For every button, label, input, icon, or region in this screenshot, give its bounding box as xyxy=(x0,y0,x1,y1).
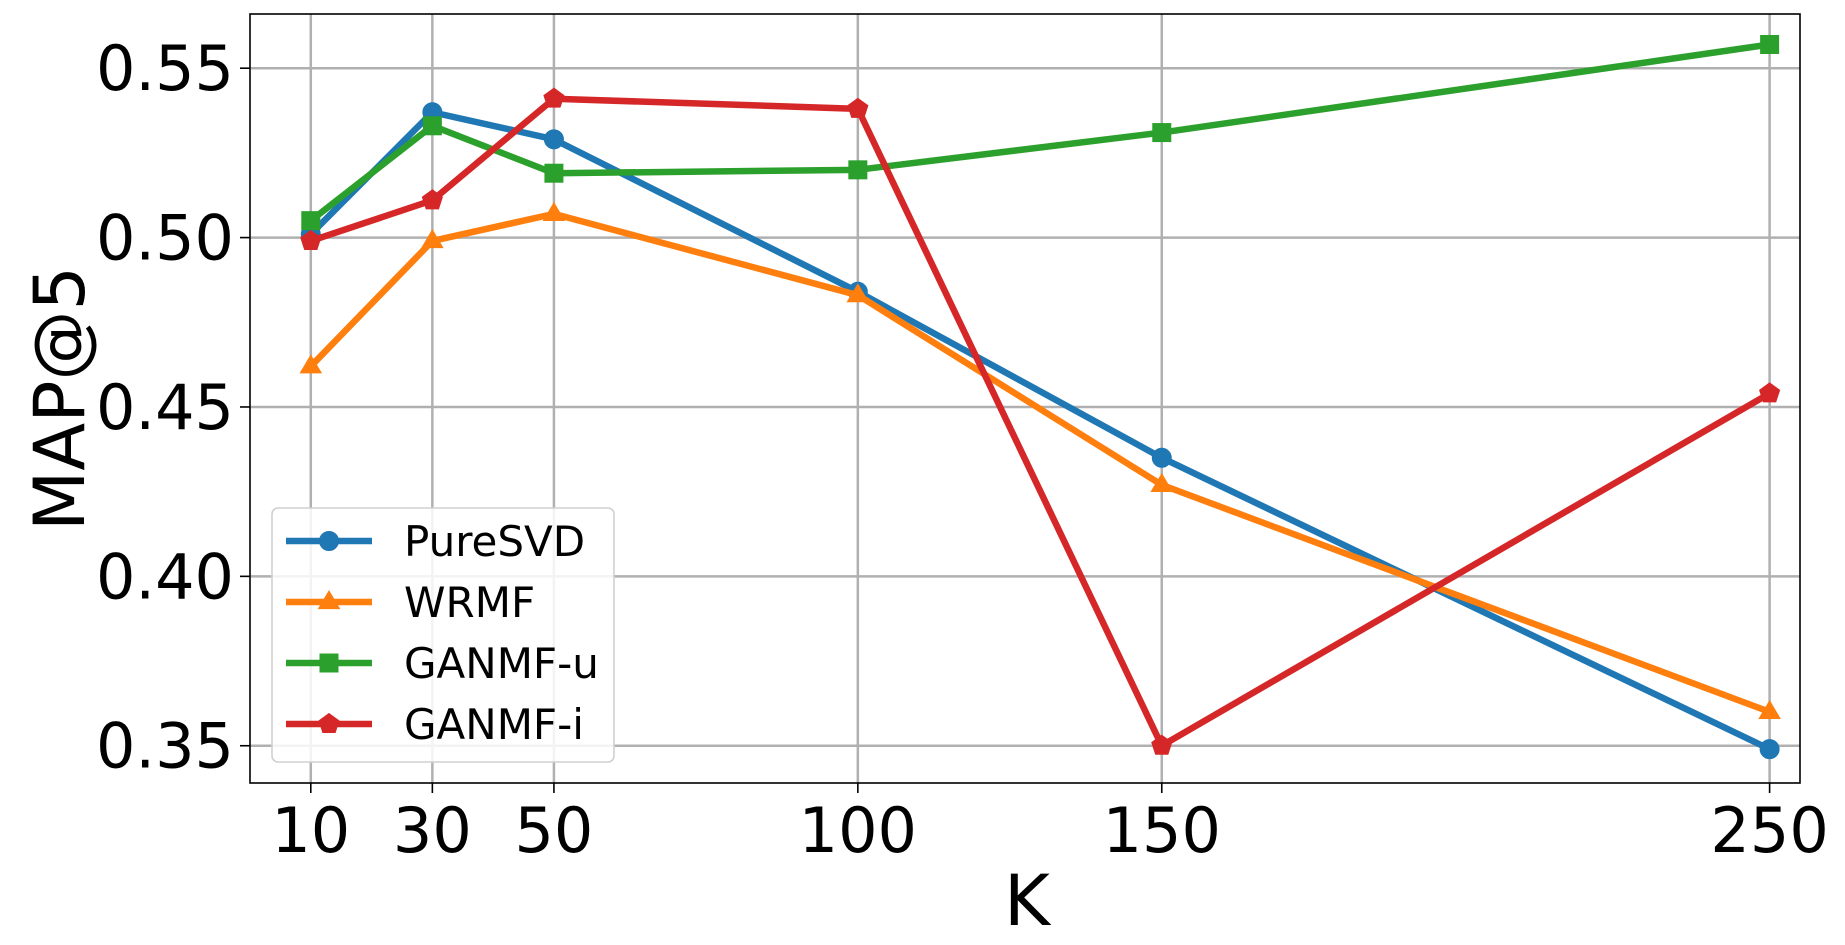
legend-label: WRMF xyxy=(404,578,535,627)
data-point xyxy=(421,228,444,249)
x-tick-label: 50 xyxy=(514,794,593,867)
data-point xyxy=(422,116,442,136)
data-point xyxy=(1150,472,1174,492)
series-line xyxy=(307,108,1773,753)
x-tick-label: 250 xyxy=(1710,794,1828,867)
data-point xyxy=(1759,382,1781,403)
y-tick-label: 0.45 xyxy=(96,371,234,444)
y-tick-label: 0.50 xyxy=(96,202,234,275)
data-point xyxy=(300,229,322,250)
series-line xyxy=(307,95,1773,749)
series-wrmf xyxy=(299,201,1781,719)
legend-label: GANMF-i xyxy=(404,700,584,749)
legend-label: GANMF-u xyxy=(404,639,599,688)
series-ganmf-i xyxy=(300,87,1781,755)
legend-label: PureSVD xyxy=(404,517,585,566)
x-tick-label: 10 xyxy=(271,794,350,867)
data-point xyxy=(847,97,869,118)
data-point xyxy=(1151,447,1172,468)
data-point xyxy=(301,211,321,231)
data-point xyxy=(421,189,443,210)
series-line xyxy=(307,41,1773,224)
legend-marker xyxy=(319,531,339,551)
data-point xyxy=(542,201,566,221)
y-tick-label: 0.55 xyxy=(96,32,234,105)
legend-item: GANMF-i xyxy=(286,700,584,749)
plot-frame xyxy=(249,13,1801,784)
x-axis-label: K xyxy=(1004,860,1052,942)
series-layer xyxy=(299,34,1781,760)
y-tick-label: 0.35 xyxy=(96,710,234,783)
data-point xyxy=(846,283,870,303)
series-ganmf-u xyxy=(301,34,1780,231)
y-tick-label: 0.40 xyxy=(96,540,234,613)
legend-marker xyxy=(318,712,340,733)
legend-item: PureSVD xyxy=(286,517,585,566)
data-point xyxy=(1151,734,1173,755)
data-point xyxy=(1152,123,1172,143)
legend-item: GANMF-u xyxy=(286,639,599,688)
legend-item: WRMF xyxy=(286,578,535,627)
y-axis-label: MAP@5 xyxy=(19,266,101,531)
data-point xyxy=(543,87,565,108)
x-tick-label: 100 xyxy=(799,794,917,867)
axes: 10 30 50 100 150 250 0.35 0.40 0.45 0.50 0.55 xyxy=(96,32,1829,867)
data-point xyxy=(848,160,868,180)
series-line xyxy=(307,210,1773,716)
data-point xyxy=(543,129,564,150)
legend-marker xyxy=(317,590,341,610)
data-point xyxy=(1758,699,1781,719)
legend: PureSVD WRMF GANMF-u GANMF-i xyxy=(271,507,615,763)
data-point xyxy=(544,163,564,183)
legend-box xyxy=(271,507,615,763)
data-point xyxy=(299,354,323,374)
data-point xyxy=(1759,739,1780,760)
x-tick-label: 30 xyxy=(393,794,472,867)
data-point xyxy=(1760,34,1780,54)
legend-marker xyxy=(319,653,339,673)
x-tick-label: 150 xyxy=(1103,794,1221,867)
